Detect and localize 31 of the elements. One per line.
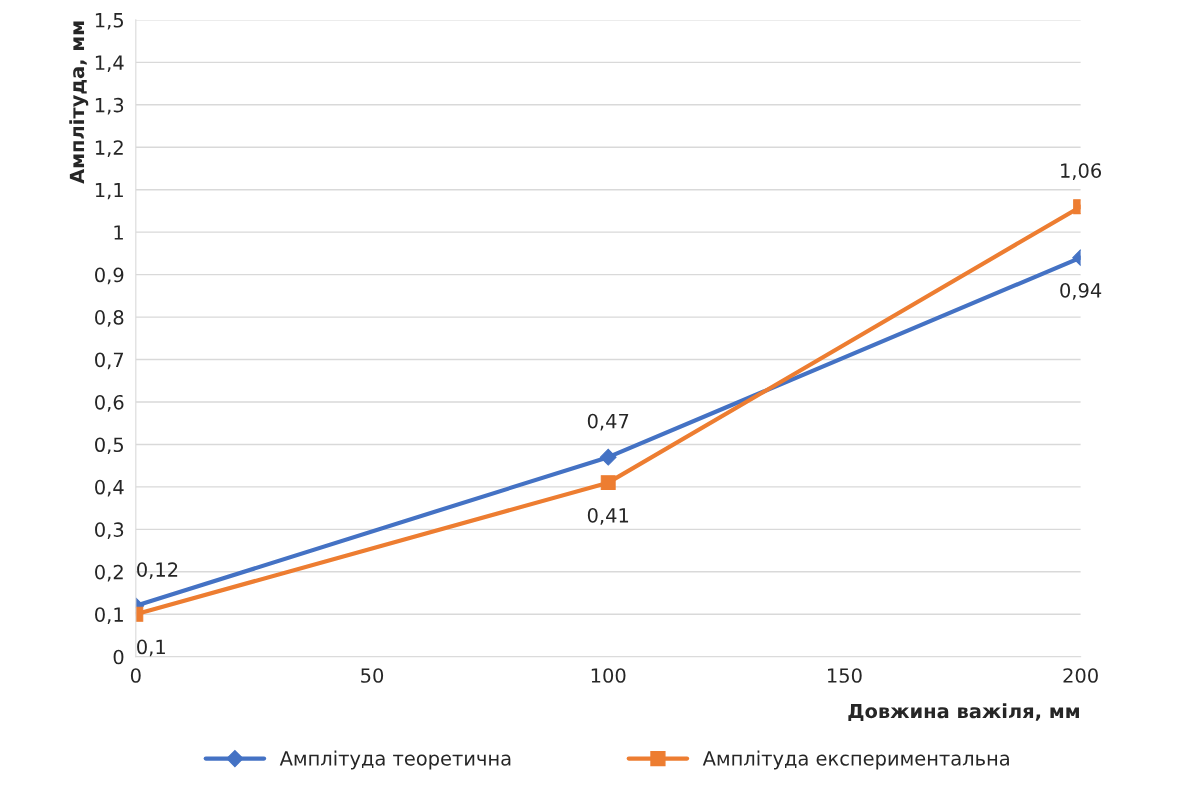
y-tick-label: 0,5 bbox=[95, 437, 124, 455]
y-tick-label: 1,1 bbox=[95, 182, 123, 200]
y-tick-label: 0,9 bbox=[95, 267, 124, 285]
data-label: 0,41 bbox=[587, 507, 629, 525]
legend-label: Амплітуда теоретична bbox=[279, 750, 511, 770]
x-tick-label: 150 bbox=[827, 668, 862, 683]
x-tick-label: 50 bbox=[361, 668, 384, 683]
y-tick-label: 0,8 bbox=[95, 310, 124, 327]
y-tick-label: 1,3 bbox=[95, 97, 124, 115]
y-tick-label: 0,7 bbox=[95, 352, 124, 370]
x-tick-label: 200 bbox=[1063, 668, 1098, 683]
y-tick-label: 0,4 bbox=[95, 479, 124, 497]
x-tick-label: 0 bbox=[130, 668, 141, 683]
y-tick-label: 0,2 bbox=[95, 564, 123, 582]
legend-label: Амплітуда експериментальна bbox=[702, 750, 1009, 770]
data-label: 0,47 bbox=[587, 413, 629, 431]
y-axis-title: Амплітуда, мм bbox=[69, 21, 89, 184]
data-label: 1,06 bbox=[1061, 163, 1102, 180]
y-tick-label: 0 bbox=[113, 649, 124, 665]
y-tick-label: 0,6 bbox=[95, 394, 124, 412]
x-axis-title: Довжина важіля, мм bbox=[848, 703, 1079, 722]
data-label: 0,1 bbox=[137, 639, 165, 657]
y-tick-label: 0,1 bbox=[95, 607, 123, 624]
data-label: 0,94 bbox=[1060, 282, 1102, 300]
y-tick-label: 1,2 bbox=[95, 140, 123, 157]
data-label: 0,12 bbox=[137, 562, 178, 579]
x-tick-label: 100 bbox=[591, 668, 626, 683]
y-tick-label: 1,4 bbox=[95, 55, 124, 72]
y-tick-label: 1 bbox=[114, 225, 123, 240]
y-tick-label: 0,3 bbox=[95, 522, 124, 539]
y-tick-label: 1,5 bbox=[95, 13, 124, 30]
